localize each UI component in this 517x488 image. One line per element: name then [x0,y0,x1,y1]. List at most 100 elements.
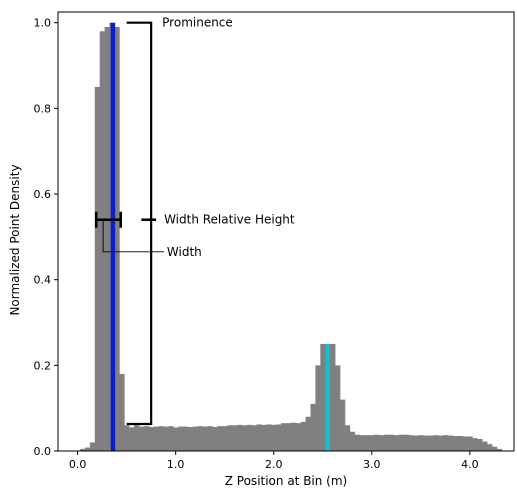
histogram-bar [217,426,223,451]
histogram-bar [281,423,287,451]
prominence-label: Prominence [162,16,233,30]
annotations: Prominence Width Width Relative Height [94,16,295,426]
histogram-bar [138,426,145,451]
histogram-bar [315,365,321,451]
histogram-bar [94,86,101,451]
histogram-bar [290,422,297,451]
x-tick-label: 1.0 [167,458,185,471]
prominence-bracket [126,21,153,426]
histogram-bar [300,421,307,451]
histogram-bar [143,426,150,451]
histogram-bar [158,426,164,451]
histogram-bar [320,343,326,451]
histogram-bar [310,403,316,451]
x-tick-label: 0.0 [69,458,87,471]
histogram-bar [266,424,272,451]
histogram-bar [457,436,463,451]
histogram-bar [104,26,110,452]
histogram-bar [148,427,155,451]
x-tick-label: 3.0 [363,458,381,471]
histogram-bar [388,434,395,451]
histogram-bar [168,426,174,451]
x-tick-label: 2.0 [265,458,283,471]
histogram-bar [398,434,405,451]
histogram-bar [84,447,91,451]
y-tick-label: 0.4 [34,274,52,287]
width-label: Width [167,245,202,259]
histogram-bar [173,427,179,451]
histogram-bar [413,435,419,451]
histogram-bar [246,424,253,451]
histogram-bar [467,436,473,451]
histogram-bar [344,425,351,451]
axes: 0.0 1.0 2.0 3.0 4.0 0.0 0.2 0.4 0.6 0.8 1.0 [34,11,515,471]
peak-lines [110,22,330,451]
histogram-bar [482,441,488,451]
histogram-bars [80,22,503,452]
y-axis-label: Normalized Point Density [8,164,22,315]
histogram-bar [330,343,336,451]
histogram-bar [339,399,346,451]
y-tick-label: 0.8 [34,102,52,115]
histogram-bar [187,427,194,451]
histogram-bar [271,424,277,451]
histogram-bar [222,426,228,451]
histogram-bar [192,426,199,451]
histogram-bar [374,434,380,451]
histogram-bar [178,426,184,451]
width-relative-height-label: Width Relative Height [164,213,295,227]
histogram-bar [134,425,140,451]
histogram-bar [408,435,414,451]
histogram-bar [261,424,267,451]
histogram-bar [197,426,204,451]
histogram-bar [349,431,356,451]
histogram-bar [335,365,341,451]
histogram-bar [438,435,444,451]
histogram-bar [384,434,390,451]
width-leader-line [102,219,164,253]
y-tick-label: 1.0 [34,17,52,30]
histogram-bar [232,425,238,451]
histogram-bar [487,444,493,451]
x-tick-label: 4.0 [461,458,479,471]
histogram-bar [447,435,454,451]
histogram-bar [124,425,130,451]
histogram-bar [256,424,262,451]
histogram-bar [212,427,218,451]
histogram-bar [207,426,213,451]
histogram-bar [80,448,86,451]
histogram-bar [423,435,429,451]
histogram-bar [276,424,282,451]
histogram-bar [119,373,125,451]
histogram-bar [379,435,385,451]
histogram-bar [153,426,159,451]
histogram-bar [236,424,243,451]
histogram-bar [183,426,189,451]
histogram-bar [491,446,498,451]
histogram-bar [403,434,409,451]
histogram-bar [418,435,424,451]
histogram-bar [305,416,311,451]
histogram-bar [251,425,257,451]
y-tick-label: 0.0 [34,445,52,458]
histogram-bar [241,425,248,451]
plot-frame [57,11,515,452]
histogram-bar [89,442,96,451]
histogram-bar [295,423,302,451]
histogram-bar [286,423,292,451]
y-tick-label: 0.2 [34,359,52,372]
histogram-bar [359,435,365,451]
histogram-bar [428,435,434,451]
histogram-bar [227,425,233,451]
histogram-bar [202,426,208,451]
histogram-bar [99,31,105,452]
histogram-bar [163,426,169,451]
histogram-bar [364,435,370,451]
histogram-bar [129,427,135,451]
histogram-bar [472,438,478,451]
y-tick-label: 0.6 [34,188,52,201]
histogram-bar [433,435,439,451]
histogram-bar [452,436,459,451]
histogram-bar [442,435,449,451]
